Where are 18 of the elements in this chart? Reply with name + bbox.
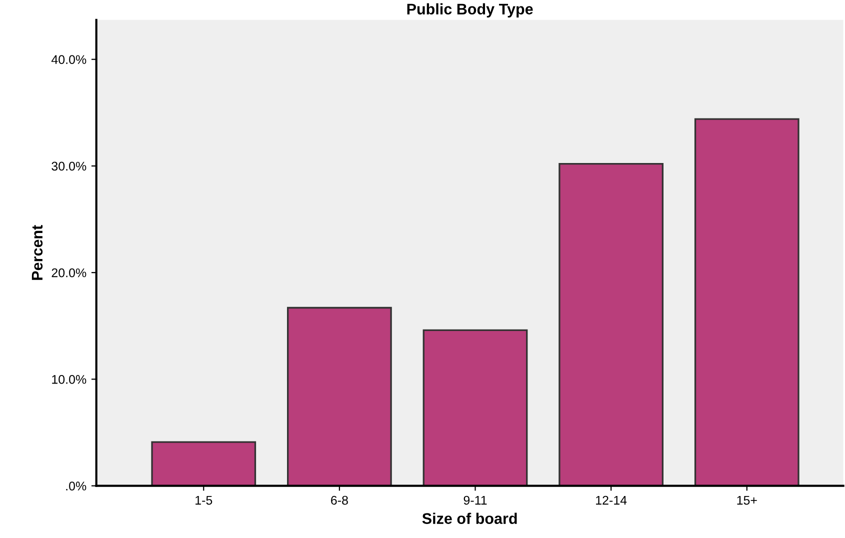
y-tick-label: 20.0% (52, 268, 86, 278)
y-tick-label: 40.0% (51, 55, 86, 64)
x-tick-label: 15+ (737, 496, 757, 505)
x-tick-label: 9-11 (464, 496, 487, 505)
y-tick-label: 30.0% (52, 162, 86, 171)
bar (558, 163, 664, 486)
bar (151, 441, 256, 486)
bar (694, 118, 800, 486)
y-tick-label: 10.0% (52, 375, 86, 384)
y-tick-label: .0% (66, 482, 86, 490)
x-axis-title: Size of board (422, 512, 517, 524)
chart-title: Public Body Type (407, 3, 533, 18)
x-tick-label: 1-5 (196, 496, 212, 505)
x-tick-label: 12-14 (596, 496, 627, 505)
bar (286, 306, 392, 486)
y-axis-title: Percent (32, 225, 43, 280)
x-tick-label: 6-8 (331, 496, 348, 505)
bar (422, 329, 528, 486)
